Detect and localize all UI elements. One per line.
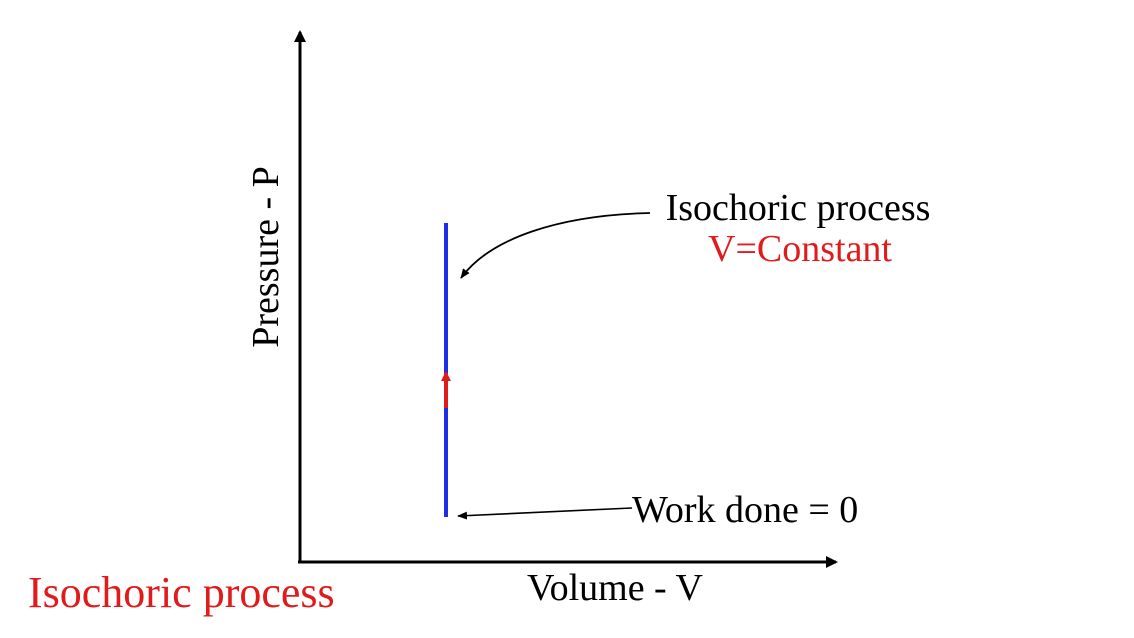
process-annotation-title: Isochoric process	[666, 187, 931, 229]
process-pointer-arrow	[460, 212, 651, 279]
x-axis-label: Volume - V	[527, 567, 703, 609]
process-annotation-condition: V=Constant	[708, 228, 892, 270]
diagram-caption: Isochoric process	[28, 568, 335, 617]
work-pointer-arrow	[457, 507, 633, 520]
work-done-annotation: Work done = 0	[632, 489, 858, 531]
y-axis-label: Pressure - P	[245, 166, 287, 348]
